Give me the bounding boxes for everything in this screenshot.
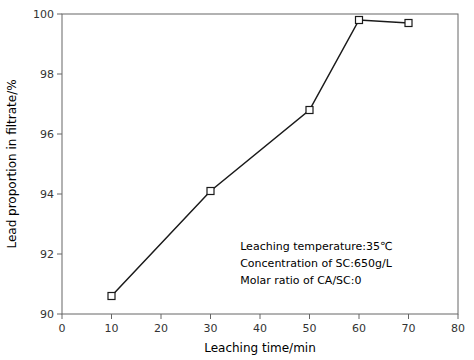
y-tick [57,254,62,255]
data-point [306,107,313,114]
y-tick [57,194,62,195]
x-tick [458,314,459,319]
x-tick [359,314,360,319]
data-point [405,20,412,27]
plot-frame [62,14,458,314]
x-tick-label: 20 [154,322,168,335]
x-tick-label: 40 [253,322,267,335]
y-tick [57,134,62,135]
x-tick-label: 30 [204,322,218,335]
y-tick [57,314,62,315]
x-tick-label: 70 [402,322,416,335]
x-tick-label: 10 [105,322,119,335]
y-tick-label: 98 [40,68,54,81]
y-tick [57,14,62,15]
x-tick-label: 50 [303,322,317,335]
data-point [108,293,115,300]
data-line [112,20,409,296]
x-tick-label: 0 [59,322,66,335]
x-tick [111,314,112,319]
plot-area [108,17,412,300]
y-tick [57,74,62,75]
x-tick-label: 60 [352,322,366,335]
x-axis-label: Leaching time/min [204,341,316,355]
annotation: Molar ratio of CA/SC:0 [240,274,361,287]
x-tick [309,314,310,319]
y-tick-label: 100 [33,8,54,21]
x-tick-label: 80 [451,322,465,335]
x-tick [161,314,162,319]
annotation: Concentration of SC:650g/L [240,257,392,270]
data-point [207,188,214,195]
annotation: Leaching temperature:35℃ [240,240,392,253]
y-tick-label: 94 [40,188,54,201]
chart: 0 10 20 30 40 50 60 70 80 90 92 94 96 98 100 Leaching t… [0,0,474,360]
y-tick-label: 92 [40,248,54,261]
data-point [356,17,363,24]
x-tick [260,314,261,319]
x-tick [62,314,63,319]
x-tick [210,314,211,319]
chart-container: 0 10 20 30 40 50 60 70 80 90 92 94 96 98 100 Leaching t… [0,0,474,360]
y-tick-label: 90 [40,308,54,321]
y-axis-label: Lead proportion in filtrate/% [5,79,19,248]
y-tick-label: 96 [40,128,54,141]
x-tick [408,314,409,319]
